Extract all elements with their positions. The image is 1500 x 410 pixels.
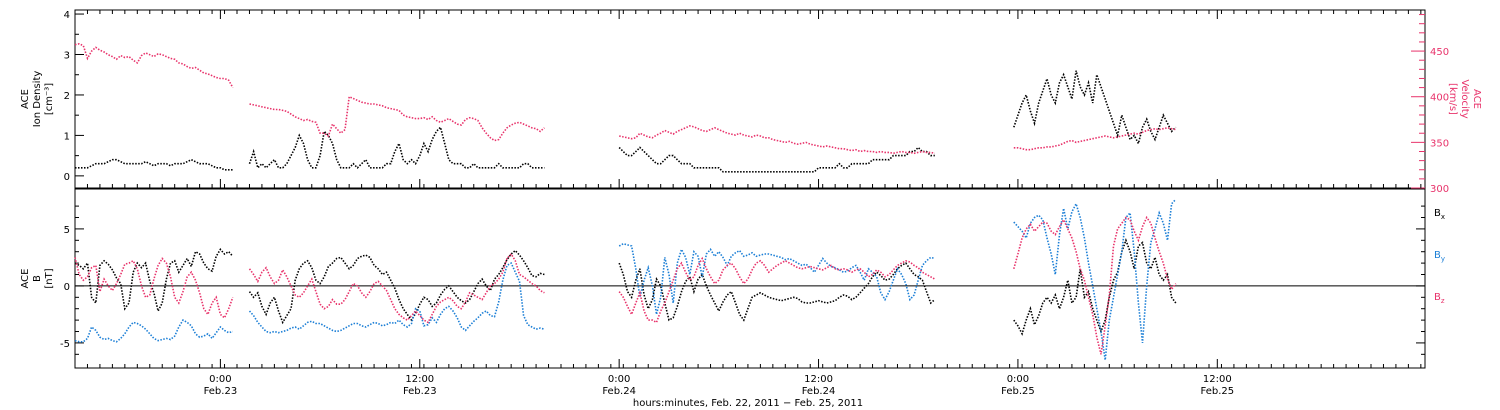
right-y-label-line: Velocity <box>1459 79 1470 118</box>
panel2-frame <box>74 188 1426 369</box>
right-y-tick-label: 450 <box>1430 47 1449 58</box>
legend-bx: Bx <box>1434 208 1445 221</box>
left-y-tick-label: 3 <box>64 51 70 62</box>
left-y-tick-label: 0 <box>64 172 70 183</box>
data-segment <box>618 242 936 315</box>
series-ion-density <box>75 70 1177 173</box>
data-segment <box>248 125 545 170</box>
right-y-label-line: ACE <box>1471 89 1482 109</box>
data-segment <box>74 257 234 320</box>
b-y-tick-label: 0 <box>64 282 70 293</box>
data-segment <box>248 261 545 334</box>
right-y-tick-label: 350 <box>1430 138 1449 149</box>
x-tick-date-label: Feb.23 <box>403 386 437 397</box>
data-segment <box>1013 198 1177 361</box>
series-by <box>74 198 1177 361</box>
legend-subscript: z <box>1441 297 1445 305</box>
right-y-label-line: [km/s] <box>1447 83 1458 115</box>
time-axis: 0:00Feb.2312:00Feb.230:00Feb.2412:00Feb.… <box>74 10 1422 397</box>
series-bx <box>74 237 1177 336</box>
b-y-label: ACEB[nT] <box>20 268 55 288</box>
b-y-label-line: [nT] <box>44 268 55 288</box>
data-segment <box>74 319 234 343</box>
right-y-tick-label: 400 <box>1430 93 1449 104</box>
data-segment <box>74 42 234 88</box>
series-bz <box>74 215 1177 355</box>
data-segment <box>75 158 233 171</box>
data-segment <box>1013 237 1177 336</box>
x-tick-date-label: Feb.24 <box>802 386 836 397</box>
x-tick-date-label: Feb.23 <box>204 386 238 397</box>
legend-subscript: y <box>1441 255 1445 263</box>
data-segment <box>74 248 234 314</box>
data-segment <box>248 249 545 325</box>
left-y-tick-label: 2 <box>64 91 70 102</box>
data-segment <box>618 146 935 173</box>
data-segment <box>618 262 936 322</box>
data-segment <box>249 95 545 142</box>
legend-subscript: x <box>1441 213 1445 221</box>
right-y-tick-label: 300 <box>1430 184 1449 195</box>
x-tick-time-label: 12:00 <box>1203 374 1232 385</box>
left-y-label-line: ACE <box>20 89 31 109</box>
data-segment <box>618 256 936 324</box>
b-y-label-line: B <box>32 275 43 282</box>
left-y-label: ACEIon Density[cm⁻³] <box>20 71 55 128</box>
data-segment <box>1013 70 1177 146</box>
series-velocity <box>74 42 1176 155</box>
x-tick-time-label: 0:00 <box>209 374 231 385</box>
x-tick-date-label: Feb.25 <box>1001 386 1035 397</box>
left-y-label-line: [cm⁻³] <box>44 83 55 115</box>
left-y-label-line: Ion Density <box>32 71 43 128</box>
b-y-tick-label: -5 <box>60 339 70 350</box>
legend-symbol: B <box>1434 208 1441 219</box>
x-tick-time-label: 0:00 <box>608 374 630 385</box>
x-axis-label: hours:minutes, Feb. 22, 2011 − Feb. 25, … <box>633 398 863 409</box>
b-y-label-line: ACE <box>20 269 31 289</box>
legend-symbol: B <box>1434 292 1441 303</box>
legend-symbol: B <box>1434 250 1441 261</box>
data-segment <box>1013 126 1176 151</box>
x-tick-date-label: Feb.24 <box>602 386 636 397</box>
right-y-label: ACEVelocity[km/s] <box>1447 79 1482 118</box>
x-tick-date-label: Feb.25 <box>1201 386 1235 397</box>
b-y-tick-label: 5 <box>64 225 70 236</box>
legend-by: By <box>1434 250 1445 263</box>
x-tick-time-label: 12:00 <box>804 374 833 385</box>
legend-bz: Bz <box>1434 292 1445 305</box>
data-segment <box>619 125 935 155</box>
data-segment <box>248 252 545 324</box>
x-tick-time-label: 12:00 <box>405 374 434 385</box>
x-tick-time-label: 0:00 <box>1007 374 1029 385</box>
panel1-frame <box>74 9 1426 189</box>
left-y-tick-label: 4 <box>64 10 70 21</box>
left-y-tick-label: 1 <box>64 131 70 142</box>
